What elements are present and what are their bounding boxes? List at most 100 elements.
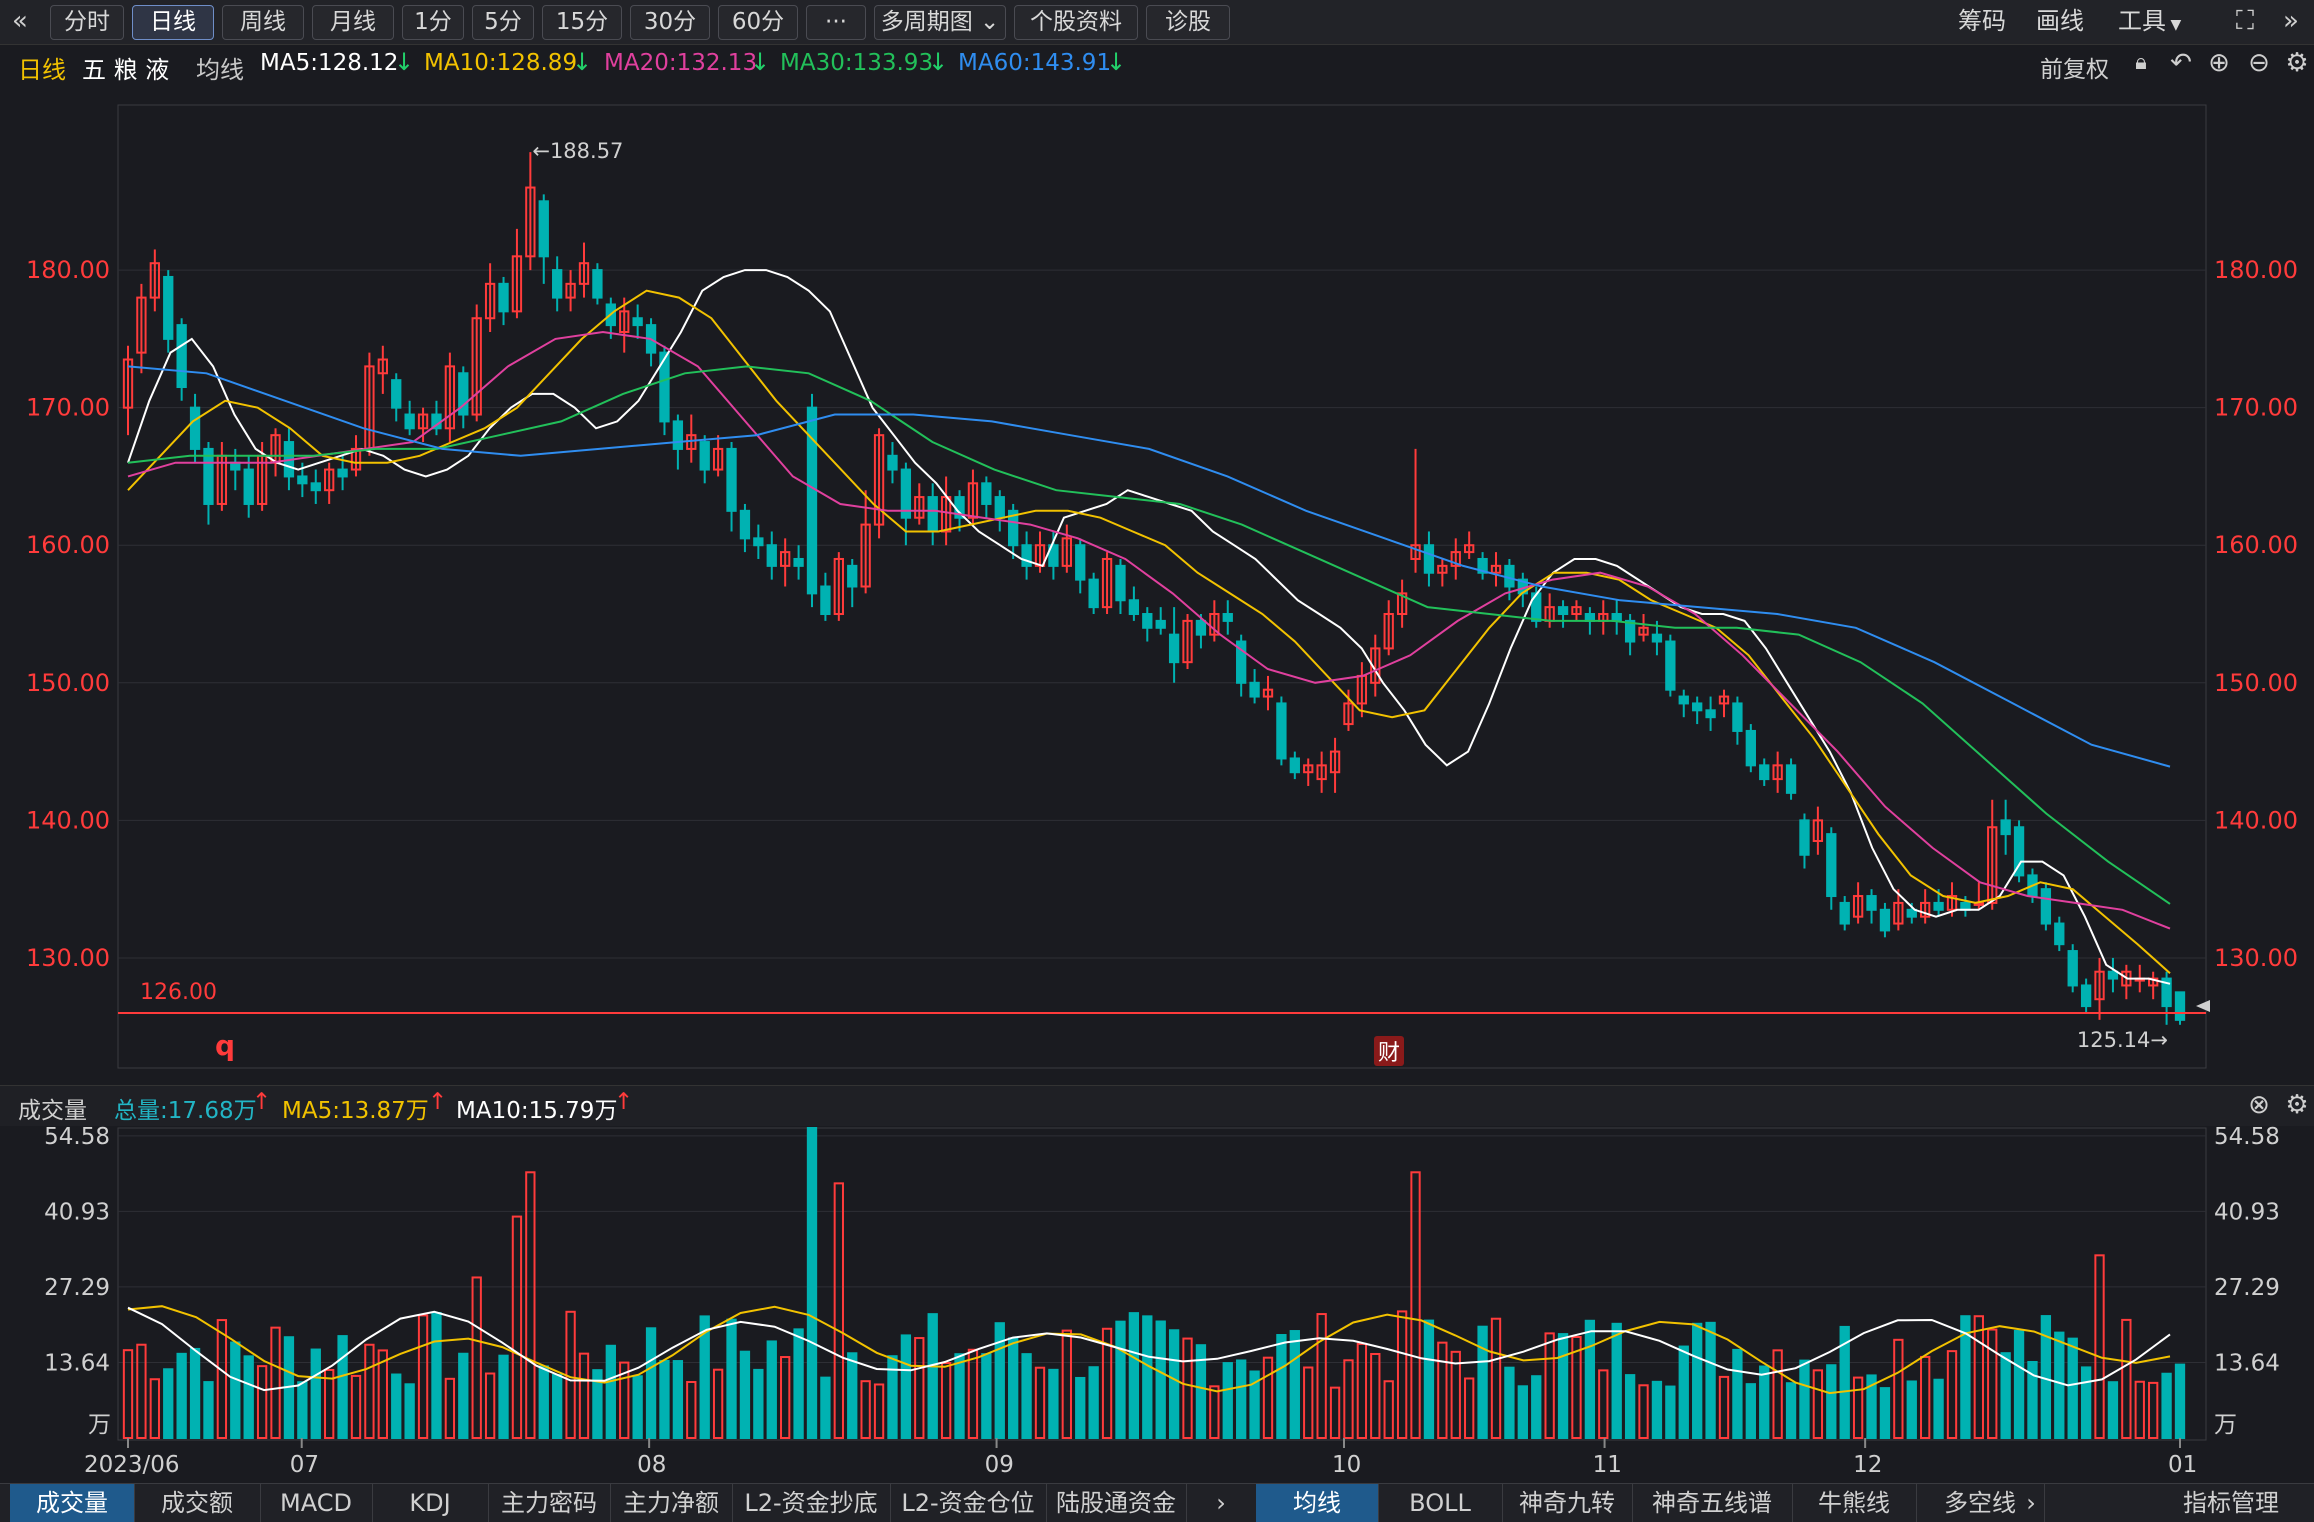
bottom-right-tab-3[interactable]: 神奇五线谱	[1632, 1484, 1793, 1522]
volume-bar	[1048, 1368, 1059, 1440]
draw-line-button[interactable]: 画线	[2036, 7, 2084, 35]
candle-body	[552, 269, 563, 299]
volume-bar	[1705, 1321, 1716, 1439]
candle-body	[806, 406, 818, 595]
low-price-label: 125.14→	[2077, 1028, 2168, 1052]
volume-bar	[149, 1378, 160, 1439]
tools-button[interactable]: 工具 ▼	[2118, 5, 2181, 42]
close-icon[interactable]: ⊗	[2248, 1090, 2270, 1120]
fuquan-toggle[interactable]: 前复权	[2040, 57, 2109, 83]
candle-body	[230, 461, 241, 471]
zoom-in-icon[interactable]: ⊕	[2208, 48, 2230, 78]
volume-bar	[1987, 1328, 1998, 1439]
volume-bar	[1303, 1366, 1314, 1440]
volume-bar	[1008, 1337, 1019, 1440]
volume-bar	[1866, 1374, 1877, 1439]
volume-bar	[619, 1361, 630, 1440]
tab-1[interactable]: 日线	[132, 5, 214, 40]
tab-12[interactable]: 诊股	[1146, 5, 1230, 40]
volume-bar	[1812, 1369, 1824, 1440]
price-tick-label-left: 130.00	[26, 944, 110, 972]
candle-body	[136, 296, 147, 354]
candle-body	[243, 468, 254, 505]
bottom-tab-7[interactable]: L2-资金仓位	[890, 1484, 1047, 1522]
bottom-right-tab-5[interactable]: 多空线	[1916, 1484, 2045, 1522]
candle-body	[1195, 619, 1207, 636]
volume-bar	[1759, 1365, 1770, 1440]
tab-0[interactable]: 分时	[50, 5, 124, 40]
tab-10[interactable]: 多周期图 ⌄	[874, 5, 1006, 40]
bottom-tab-8[interactable]: 陆股通资金	[1046, 1484, 1187, 1522]
volume-bar	[350, 1374, 362, 1439]
candle-body	[471, 317, 482, 416]
x-axis-label: 08	[637, 1452, 666, 1478]
bottom-tab-6[interactable]: L2-资金抄底	[732, 1484, 891, 1522]
fullscreen-icon[interactable]: ⛶	[2235, 6, 2255, 36]
indicator-tab-bar: 成交量 成交额 MACD KDJ 主力密码 主力净额 L2-资金抄底 L2-资金仓位 陆股通资金…	[0, 1483, 2314, 1522]
volume-bar	[1423, 1319, 1435, 1439]
candle-body	[1477, 557, 1488, 574]
bottom-right-tab-4[interactable]: 牛熊线	[1792, 1484, 1917, 1522]
volume-bar	[927, 1313, 938, 1439]
tab-4[interactable]: 1分	[402, 5, 464, 40]
candle-body	[484, 282, 496, 320]
volume-bar	[444, 1377, 456, 1440]
double-chevron-left-icon[interactable]: «	[12, 6, 28, 36]
volume-bar	[1893, 1338, 1904, 1439]
volume-bar	[1531, 1375, 1542, 1440]
lock-icon[interactable]: 🔒︎	[2135, 50, 2147, 75]
undo-icon[interactable]: ↶	[2170, 48, 2192, 78]
tab-8[interactable]: 60分	[718, 5, 798, 40]
volume-bar	[1852, 1376, 1864, 1439]
bottom-right-tab-2[interactable]: 神奇九转	[1502, 1484, 1633, 1522]
tab-2[interactable]: 周线	[222, 5, 304, 40]
bottom-tab-0[interactable]: 成交量	[10, 1484, 135, 1522]
bottom-tab-2[interactable]: MACD	[260, 1484, 373, 1522]
volume-bar	[833, 1182, 844, 1440]
ma60-value: MA60:143.91	[958, 50, 1112, 76]
ma-label[interactable]: 均线	[196, 56, 244, 84]
candle-body	[1852, 895, 1864, 918]
volume-bar	[900, 1334, 912, 1440]
bottom-tab-3[interactable]: KDJ	[372, 1484, 489, 1522]
candle-body	[1665, 640, 1676, 691]
double-chevron-right-icon[interactable]: »	[2283, 6, 2299, 36]
indicator-manage-button[interactable]: 指标管理	[2183, 1489, 2279, 1517]
volume-ma-line	[127, 1305, 2171, 1395]
bottom-right-tab-1[interactable]: BOLL	[1378, 1484, 1503, 1522]
volume-bar	[914, 1337, 925, 1439]
tab-3[interactable]: 月线	[312, 5, 394, 40]
chip-distribution-button[interactable]: 筹码	[1958, 7, 2006, 35]
bottom-tab-1[interactable]: 成交额	[134, 1484, 261, 1522]
ma30-value: MA30:133.93	[780, 50, 934, 76]
candle-body	[1745, 729, 1756, 767]
candle-body	[525, 186, 536, 258]
tab-7[interactable]: 30分	[630, 5, 710, 40]
price-tick-label-right: 160.00	[2214, 531, 2298, 559]
gear-icon[interactable]: ⚙	[2285, 48, 2309, 78]
bottom-right-tab-0[interactable]: 均线	[1256, 1484, 1379, 1522]
more-tabs-chevron[interactable]: ›	[1216, 1489, 1226, 1517]
candle-body	[1101, 557, 1113, 609]
volume-bar	[1034, 1366, 1046, 1439]
bottom-tab-4[interactable]: 主力密码	[488, 1484, 611, 1522]
tab-5[interactable]: 5分	[472, 5, 534, 40]
volume-bar	[1826, 1364, 1837, 1439]
candle-body	[833, 557, 844, 616]
more-tabs-chevron[interactable]: ›	[2026, 1489, 2036, 1517]
volume-title[interactable]: 成交量	[18, 1098, 87, 1124]
candle-body	[981, 482, 992, 505]
zoom-out-icon[interactable]: ⊖	[2248, 48, 2270, 78]
gear-icon[interactable]: ⚙	[2285, 1090, 2309, 1120]
volume-bar	[1933, 1378, 1944, 1440]
volume-bar	[1195, 1344, 1207, 1439]
down-arrow-icon: ↓	[928, 48, 949, 76]
bottom-tab-5[interactable]: 主力净额	[610, 1484, 733, 1522]
candle-body	[1920, 901, 1931, 918]
tab-11[interactable]: 个股资料	[1014, 5, 1138, 40]
volume-bar	[511, 1215, 523, 1439]
tab-9[interactable]: ···	[806, 5, 866, 40]
tab-6[interactable]: 15分	[542, 5, 622, 40]
candle-body	[1061, 537, 1072, 567]
